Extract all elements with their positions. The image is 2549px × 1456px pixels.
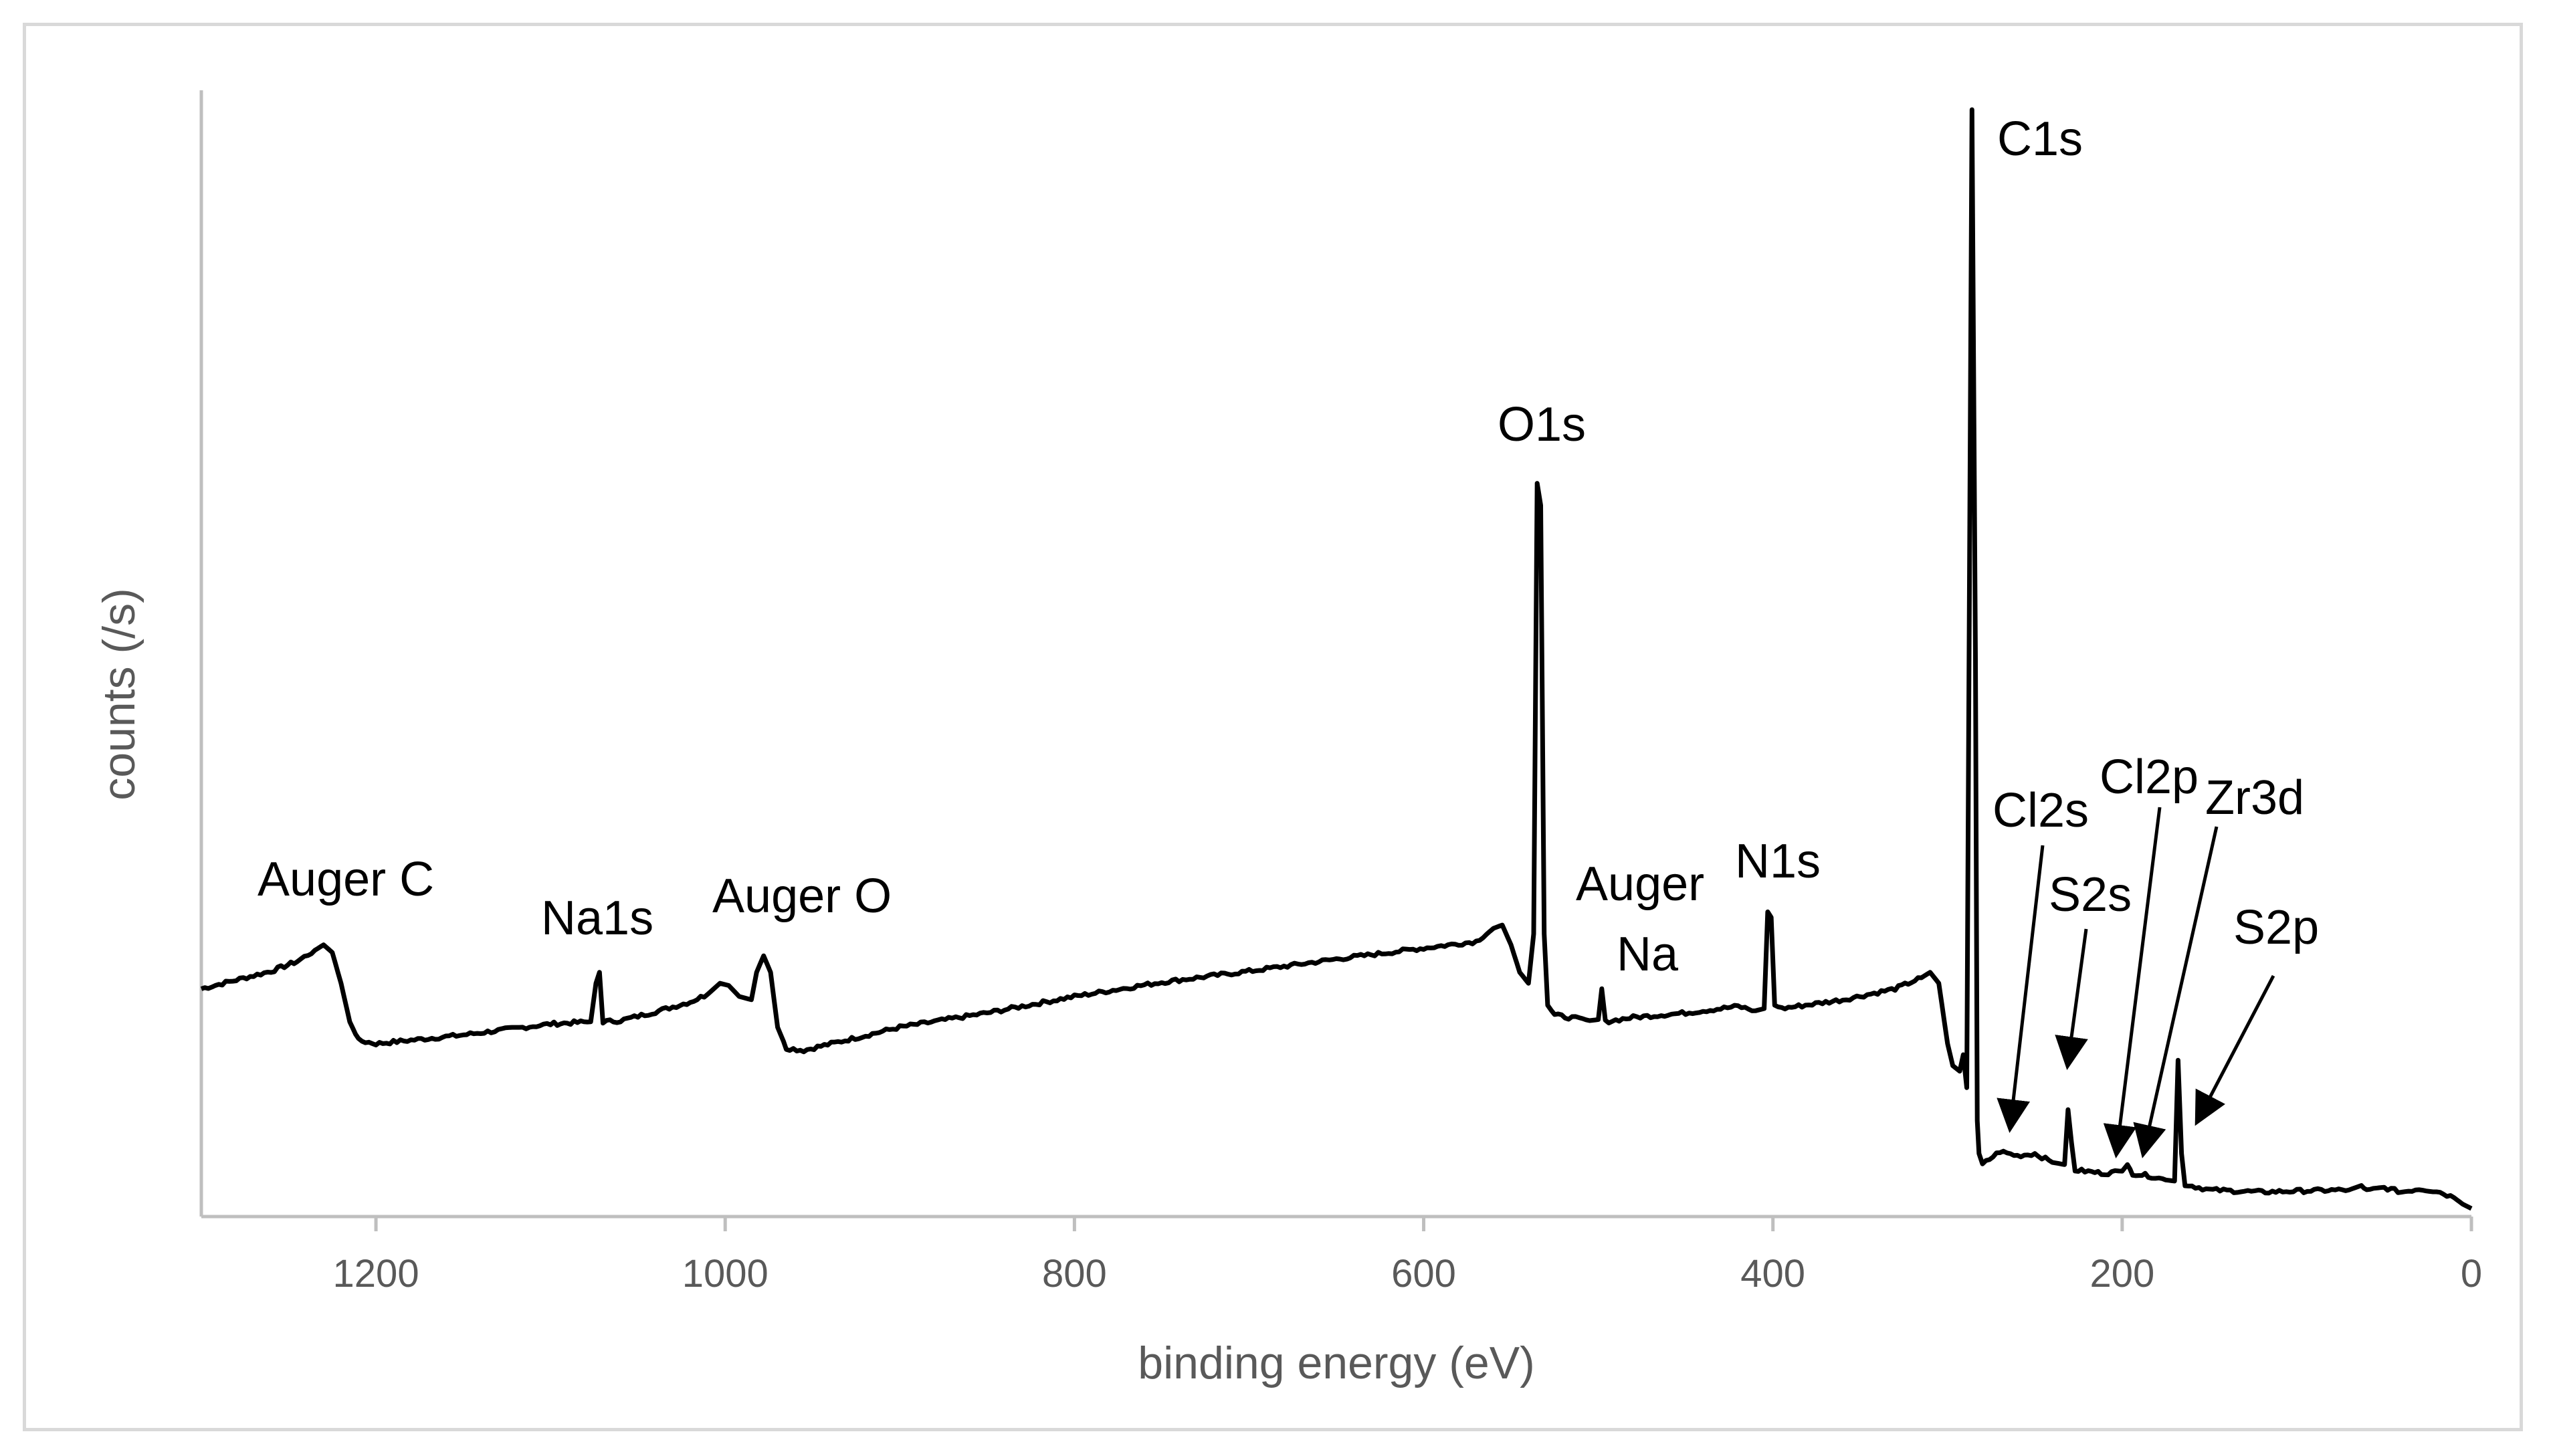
arrow-cl2p: [2103, 807, 2162, 1158]
peak-label-auger-na-line1: Auger: [1576, 857, 1704, 911]
peak-label-cl2s: Cl2s: [1993, 784, 2089, 837]
chart-frame: 1200 1000 800 600 400 200 0 binding energy (eV…: [23, 23, 2523, 1431]
x-tick-label-600: 600: [1391, 1252, 1456, 1295]
xps-survey-chart: 1200 1000 800 600 400 200 0 binding energy (eV…: [94, 90, 2483, 1388]
arrow-cl2s: [1997, 845, 2045, 1133]
peak-label-n1s: N1s: [1735, 835, 1821, 888]
x-tick-label-0: 0: [2461, 1252, 2482, 1295]
arrow-s2p: [2195, 974, 2275, 1126]
peak-label-s2p: S2p: [2233, 901, 2319, 954]
x-ticks: [374, 1217, 2473, 1231]
peak-annotations: C1s O1s Auger C Na1s Auger O Auger Na N1…: [258, 112, 2319, 1158]
y-axis-title: counts (/s): [94, 588, 144, 800]
peak-label-s2s: S2s: [2049, 868, 2132, 922]
peak-label-c1s: C1s: [1997, 112, 2083, 166]
x-tick-label-1000: 1000: [682, 1252, 769, 1295]
x-tick-labels: 1200 1000 800 600 400 200 0: [333, 1252, 2483, 1295]
peak-label-auger-c: Auger C: [258, 853, 434, 906]
arrow-zr3d: [2133, 826, 2219, 1158]
arrow-s2s: [2055, 928, 2088, 1070]
x-tick-label-200: 200: [2089, 1252, 2154, 1295]
x-tick-label-400: 400: [1740, 1252, 1805, 1295]
peak-label-zr3d: Zr3d: [2205, 771, 2304, 825]
axes: 1200 1000 800 600 400 200 0: [199, 90, 2483, 1295]
x-axis-title: binding energy (eV): [1138, 1338, 1534, 1388]
peak-label-cl2p: Cl2p: [2100, 750, 2199, 804]
x-tick-label-1200: 1200: [333, 1252, 419, 1295]
series-line-survey-spectrum: [200, 107, 2473, 1211]
peak-label-auger-o: Auger O: [712, 869, 892, 923]
peak-label-na1s: Na1s: [541, 892, 653, 945]
x-tick-label-800: 800: [1042, 1252, 1107, 1295]
peak-label-auger-na-line2: Na: [1617, 928, 1679, 981]
peak-label-o1s: O1s: [1498, 398, 1586, 451]
